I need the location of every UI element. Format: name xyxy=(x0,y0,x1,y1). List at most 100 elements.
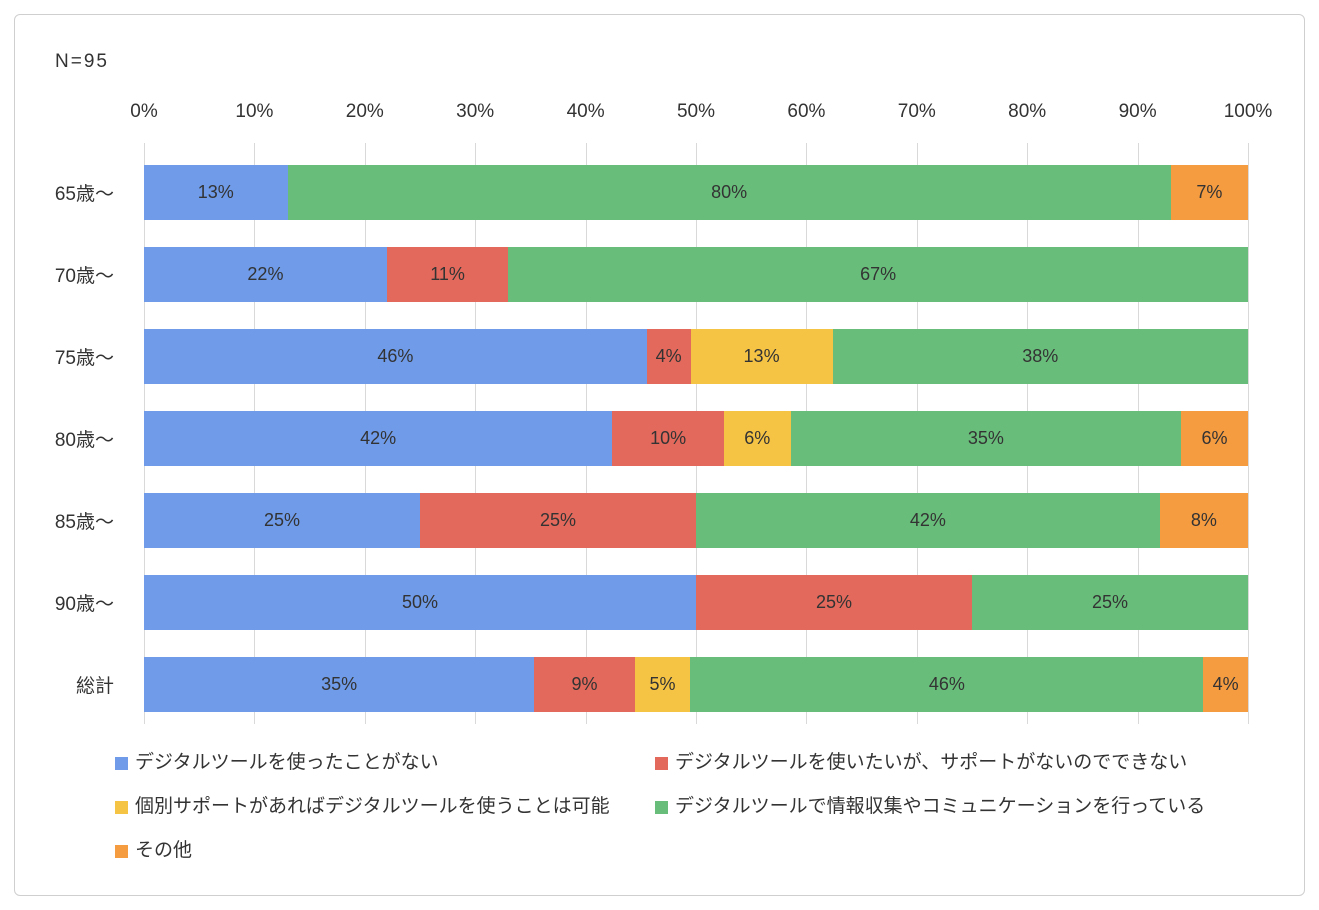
legend-label: 個別サポートがあればデジタルツールを使うことは可能 xyxy=(135,796,610,817)
bar-segment: 42% xyxy=(144,411,613,466)
bar-segment: 25% xyxy=(420,493,696,548)
bar-segment-value: 35% xyxy=(321,674,358,694)
bar-segment-value: 13% xyxy=(197,182,234,202)
legend-item: 個別サポートがあればデジタルツールを使うことは可能 xyxy=(115,794,655,820)
bar-row: 90歳～ 50% 25% 25% xyxy=(55,575,1248,630)
bar-track: 13% 80% 7% xyxy=(144,165,1248,220)
bar-segment-value: 11% xyxy=(430,264,465,284)
category-label: 85歳～ xyxy=(54,512,114,533)
x-axis-tick: 40% xyxy=(566,101,605,122)
bar-segment: 25% xyxy=(144,493,420,548)
bar-row: 70歳～ 22% 11% 67% xyxy=(55,247,1248,302)
category-label: 総計 xyxy=(75,676,114,697)
bar-segment-value: 25% xyxy=(815,592,853,612)
bar-segment-value: 35% xyxy=(967,428,1004,448)
x-axis-tick: 10% xyxy=(235,101,274,122)
bar-track: 50% 25% 25% xyxy=(144,575,1248,630)
chart-frame: N=95 0% 10% 20% 30% 40% 50% 60% 70% 80% 90% 100% 6… xyxy=(14,14,1305,896)
x-axis-tick: 0% xyxy=(130,101,158,122)
bar-segment: 35% xyxy=(144,657,535,712)
bar-segment-value: 4% xyxy=(655,346,682,366)
bar-segment-value: 5% xyxy=(649,674,676,694)
bar-segment: 13% xyxy=(144,165,288,220)
legend-item: デジタルツールを使いたいが、サポートがないのでできない xyxy=(655,750,1248,776)
legend-marker xyxy=(655,800,668,814)
bar-segment-value: 50% xyxy=(401,592,439,612)
bar-segment-value: 67% xyxy=(860,264,897,284)
bar-segment-value: 4% xyxy=(1212,674,1239,694)
bar-segment: 4% xyxy=(1203,657,1248,712)
legend-item: デジタルツールで情報収集やコミュニケーションを行っている xyxy=(655,794,1248,820)
plot-area: 65歳～ 13% 80% 7% 70歳～ 22% 11% 67% 75歳～ 46% 4% 13% 38%… xyxy=(55,143,1249,724)
bar-segment-value: 6% xyxy=(744,428,771,448)
sample-size-label: N=95 xyxy=(55,51,109,72)
bar-segment-value: 42% xyxy=(909,510,946,530)
legend-marker xyxy=(655,756,668,770)
bar-track: 22% 11% 67% xyxy=(144,247,1248,302)
x-axis-tick: 60% xyxy=(787,101,826,122)
bar-segment-value: 9% xyxy=(571,674,598,694)
bar-segment-value: 22% xyxy=(247,264,284,284)
bar-segment-value: 80% xyxy=(711,182,748,202)
bar-segment: 50% xyxy=(144,575,696,630)
bar-segment: 22% xyxy=(144,247,387,302)
x-axis-tick: 90% xyxy=(1118,101,1157,122)
bar-row: 80歳～ 42% 10% 6% 35% 6% xyxy=(55,411,1248,466)
x-axis-tick: 80% xyxy=(1008,101,1047,122)
x-axis-tick: 30% xyxy=(456,101,495,122)
bar-segment: 13% xyxy=(690,329,833,384)
legend-marker xyxy=(115,756,128,770)
legend-item: その他 xyxy=(115,838,655,864)
bar-segment: 11% xyxy=(386,247,509,302)
bar-segment: 8% xyxy=(1159,493,1248,548)
bar-segment-value: 42% xyxy=(360,428,397,448)
bar-segment: 35% xyxy=(790,411,1182,466)
legend-marker xyxy=(115,844,128,858)
legend-label: デジタルツールで情報収集やコミュニケーションを行っている xyxy=(675,796,1206,817)
legend-label: その他 xyxy=(135,840,193,861)
category-label: 75歳～ xyxy=(54,348,114,369)
category-label: 65歳～ xyxy=(54,184,114,205)
bar-track: 25% 25% 42% 8% xyxy=(144,493,1248,548)
bar-segment: 5% xyxy=(634,657,691,712)
legend-label: デジタルツールを使ったことがない xyxy=(135,752,439,773)
bar-segment-value: 46% xyxy=(377,346,414,366)
bar-segment-value: 10% xyxy=(650,428,687,448)
bar-track: 42% 10% 6% 35% 6% xyxy=(144,411,1248,466)
bar-segment: 6% xyxy=(723,411,791,466)
bar-segment: 46% xyxy=(690,657,1204,712)
bar-segment-value: 25% xyxy=(539,510,577,530)
x-axis-tick: 70% xyxy=(897,101,936,122)
bar-rows: 65歳～ 13% 80% 7% 70歳～ 22% 11% 67% 75歳～ 46% 4% 13% 38%… xyxy=(55,165,1248,712)
category-label: 70歳～ xyxy=(54,266,114,287)
legend-item: デジタルツールを使ったことがない xyxy=(115,750,655,776)
category-label: 80歳～ xyxy=(54,430,114,451)
bar-segment: 80% xyxy=(287,165,1171,220)
bar-segment-value: 6% xyxy=(1201,428,1228,448)
bar-segment: 67% xyxy=(508,247,1248,302)
bar-segment: 38% xyxy=(832,329,1248,384)
bar-row: 65歳～ 13% 80% 7% xyxy=(55,165,1248,220)
x-axis-tick: 20% xyxy=(345,101,384,122)
category-label: 90歳～ xyxy=(54,594,114,615)
legend-marker xyxy=(115,800,128,814)
bar-segment: 10% xyxy=(612,411,724,466)
bar-track: 46% 4% 13% 38% xyxy=(144,329,1248,384)
bar-segment: 7% xyxy=(1170,165,1248,220)
gridline xyxy=(1248,143,1249,724)
bar-segment-value: 7% xyxy=(1196,182,1223,202)
bar-segment: 4% xyxy=(646,329,691,384)
bar-segment-value: 46% xyxy=(928,674,965,694)
bar-segment-value: 25% xyxy=(1091,592,1129,612)
x-axis-tick: 50% xyxy=(676,101,716,122)
legend-label: デジタルツールを使いたいが、サポートがないのでできない xyxy=(675,752,1188,773)
bar-row: 75歳～ 46% 4% 13% 38% xyxy=(55,329,1248,384)
bar-track: 35% 9% 5% 46% 4% xyxy=(144,657,1248,712)
x-axis-ticks: 0% 10% 20% 30% 40% 50% 60% 70% 80% 90% 100% xyxy=(130,101,1272,127)
bar-segment: 25% xyxy=(696,575,972,630)
bar-segment-value: 13% xyxy=(743,346,780,366)
x-axis-tick: 100% xyxy=(1223,101,1273,122)
bar-segment-value: 8% xyxy=(1190,510,1217,530)
bar-segment: 25% xyxy=(972,575,1248,630)
bar-segment: 46% xyxy=(144,329,647,384)
